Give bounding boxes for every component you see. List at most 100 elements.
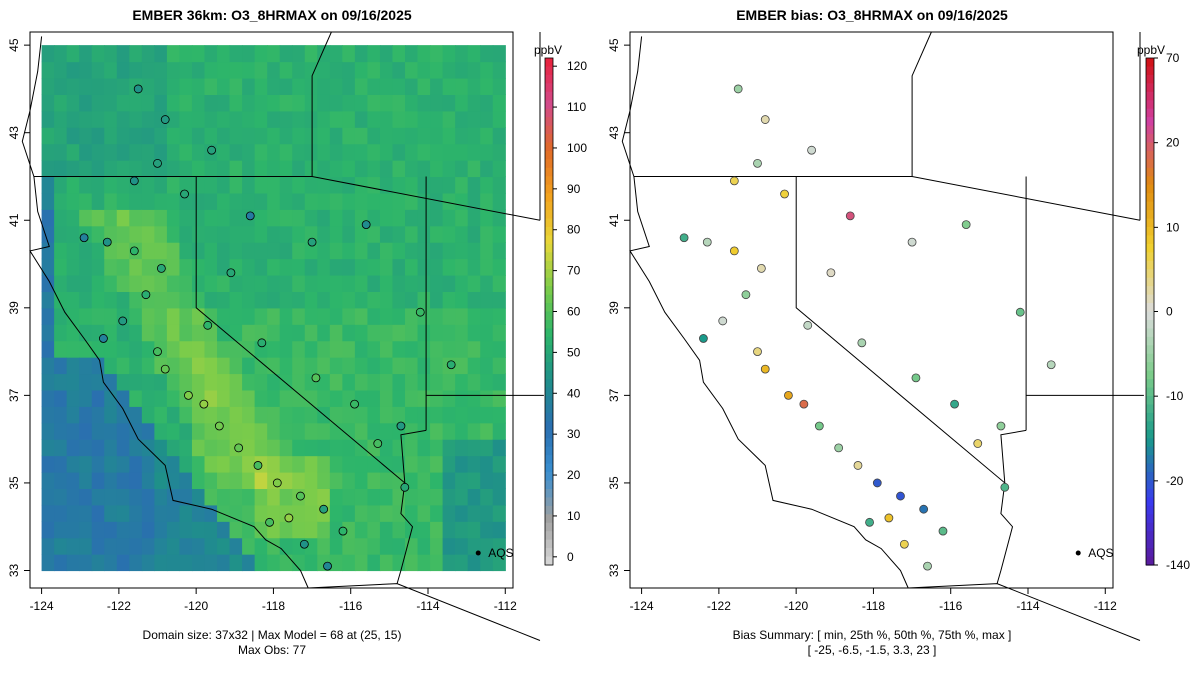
grid-cell bbox=[405, 94, 419, 112]
grid-cell bbox=[166, 274, 181, 292]
bias-stations bbox=[679, 84, 1056, 571]
grid-cell bbox=[442, 373, 456, 391]
grid-cell bbox=[204, 291, 218, 309]
grid-cell bbox=[329, 389, 343, 407]
station-point bbox=[307, 237, 317, 247]
grid-cell bbox=[292, 389, 306, 407]
grid-cell bbox=[179, 406, 193, 424]
grid-cell bbox=[279, 422, 293, 440]
colorbar-tick-label: 20 bbox=[567, 468, 581, 482]
grid-cell bbox=[379, 324, 394, 342]
bias-station-point bbox=[780, 189, 789, 199]
grid-cell bbox=[41, 422, 55, 440]
grid-cell bbox=[430, 94, 444, 112]
grid-cell bbox=[317, 192, 331, 210]
grid-cell bbox=[229, 176, 243, 194]
grid-cell bbox=[392, 455, 406, 473]
grid-cell bbox=[354, 471, 369, 489]
grid-cell bbox=[191, 439, 206, 457]
grid-cell bbox=[54, 422, 68, 440]
grid-cell bbox=[91, 94, 105, 112]
grid-cell bbox=[116, 225, 130, 243]
grid-cell bbox=[304, 110, 318, 128]
colorbar-segment bbox=[545, 277, 553, 287]
grid-cell bbox=[41, 274, 55, 292]
grid-cell bbox=[254, 471, 268, 489]
grid-cell bbox=[254, 504, 268, 522]
grid-cell bbox=[204, 192, 218, 210]
grid-cell bbox=[66, 554, 80, 572]
colorbar-segment bbox=[1146, 74, 1154, 84]
grid-cell bbox=[66, 94, 80, 112]
grid-cell bbox=[242, 45, 256, 63]
grid-cell bbox=[392, 324, 406, 342]
grid-cell bbox=[367, 258, 381, 276]
bias-colorbar-unit: ppbV bbox=[1137, 43, 1165, 57]
colorbar-segment bbox=[545, 159, 553, 169]
grid-cell bbox=[154, 324, 168, 342]
grid-cell bbox=[329, 422, 343, 440]
colorbar-segment bbox=[545, 91, 553, 101]
grid-cell bbox=[179, 127, 193, 145]
grid-cell bbox=[79, 537, 93, 555]
state-boundary bbox=[21, 36, 43, 177]
grid-cell bbox=[129, 307, 143, 325]
grid-cell bbox=[342, 94, 356, 112]
grid-cell bbox=[442, 192, 456, 210]
grid-cell bbox=[104, 521, 118, 539]
grid-cell bbox=[229, 373, 243, 391]
colorbar-segment bbox=[1146, 472, 1154, 482]
grid-cell bbox=[141, 406, 155, 424]
station-point bbox=[257, 338, 267, 348]
grid-cell bbox=[392, 537, 406, 555]
station-point bbox=[153, 158, 162, 168]
grid-cell bbox=[191, 242, 206, 260]
grid-cell bbox=[79, 488, 93, 506]
grid-cell bbox=[267, 176, 281, 194]
grid-cell bbox=[104, 373, 118, 391]
colorbar-segment bbox=[545, 142, 553, 152]
colorbar-segment bbox=[545, 319, 553, 329]
grid-cell bbox=[304, 406, 318, 424]
grid-cell bbox=[104, 94, 118, 112]
grid-cell bbox=[166, 488, 181, 506]
grid-cell bbox=[54, 94, 68, 112]
grid-cell bbox=[116, 110, 130, 128]
grid-cell bbox=[141, 488, 155, 506]
grid-cell bbox=[480, 439, 494, 457]
grid-cell bbox=[467, 242, 481, 260]
grid-cell bbox=[329, 537, 343, 555]
grid-cell bbox=[267, 209, 281, 227]
model-aqs-marker bbox=[475, 550, 481, 556]
grid-cell bbox=[154, 127, 168, 145]
grid-cell bbox=[54, 242, 68, 260]
grid-cell bbox=[304, 61, 318, 79]
grid-cell bbox=[467, 537, 481, 555]
bias-station-point bbox=[857, 338, 867, 348]
grid-cell bbox=[54, 209, 68, 227]
grid-cell bbox=[217, 537, 231, 555]
bias-station-point bbox=[718, 316, 728, 326]
grid-cell bbox=[455, 258, 469, 276]
grid-cell bbox=[405, 291, 419, 309]
colorbar-segment bbox=[545, 396, 553, 406]
grid-cell bbox=[467, 160, 481, 178]
grid-cell bbox=[242, 422, 256, 440]
colorbar-segment bbox=[545, 522, 553, 532]
grid-cell bbox=[354, 45, 369, 63]
grid-cell bbox=[304, 242, 318, 260]
grid-cell bbox=[492, 45, 506, 63]
grid-cell bbox=[217, 389, 231, 407]
grid-cell bbox=[41, 537, 55, 555]
grid-cell bbox=[179, 357, 193, 375]
grid-cell bbox=[116, 340, 130, 358]
grid-cell bbox=[179, 340, 193, 358]
grid-cell bbox=[104, 389, 118, 407]
grid-cell bbox=[442, 77, 456, 95]
grid-cell bbox=[329, 45, 343, 63]
grid-cell bbox=[129, 209, 143, 227]
grid-cell bbox=[191, 45, 206, 63]
grid-cell bbox=[354, 143, 369, 161]
grid-cell bbox=[455, 160, 469, 178]
grid-cell bbox=[354, 110, 369, 128]
